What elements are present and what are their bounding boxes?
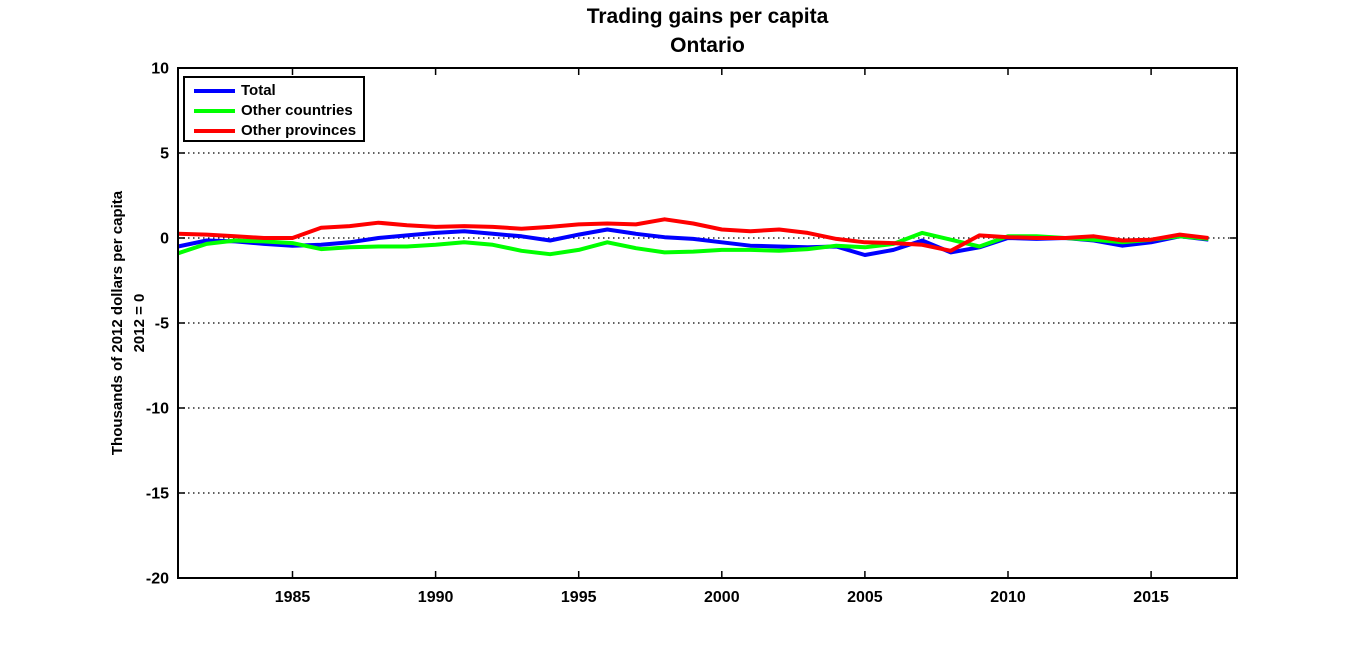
y-axis-label-line2: 2012 = 0: [131, 293, 148, 353]
y-axis-tick-label: 0: [160, 231, 169, 248]
y-axis-tick-label: 5: [160, 146, 169, 163]
y-axis-tick-label: -10: [146, 401, 169, 418]
x-axis-tick-label: 2010: [990, 589, 1026, 606]
legend-label-total: Total: [241, 82, 276, 99]
legend: Total Other countries Other provinces: [183, 76, 365, 142]
y-axis-label-line1: Thousands of 2012 dollars per capita: [109, 190, 126, 456]
x-axis-tick-label: 2015: [1133, 589, 1169, 606]
chart-title: Trading gains per capita: [586, 5, 829, 28]
y-axis-tick-label: 10: [151, 61, 169, 78]
legend-item-other-countries: Other countries: [185, 101, 363, 121]
legend-label-other-provinces: Other provinces: [241, 122, 357, 139]
x-axis-tick-label: 2000: [704, 589, 740, 606]
title-block: Trading gains per capita Ontario: [178, 2, 1237, 60]
legend-line-sample-other-provinces: [194, 129, 235, 133]
y-axis-tick-label: -20: [146, 571, 169, 588]
legend-item-other-provinces: Other provinces: [185, 121, 363, 141]
series-line-other-provinces: [177, 217, 1209, 253]
y-axis-tick-label: -5: [155, 316, 169, 333]
x-axis-tick-label: 1990: [418, 589, 454, 606]
legend-item-total: Total: [185, 81, 363, 101]
y-axis-tick-label: -15: [146, 486, 169, 503]
x-axis-tick-label: 1985: [275, 589, 311, 606]
x-axis-tick-label: 2005: [847, 589, 883, 606]
x-axis-tick-label: 1995: [561, 589, 597, 606]
legend-line-sample-other-countries: [194, 109, 235, 113]
chart-subtitle: Ontario: [670, 34, 745, 57]
y-axis-label: Thousands of 2012 dollars per capita 201…: [107, 191, 151, 455]
legend-line-sample-total: [194, 89, 235, 93]
legend-label-other-countries: Other countries: [241, 102, 353, 119]
